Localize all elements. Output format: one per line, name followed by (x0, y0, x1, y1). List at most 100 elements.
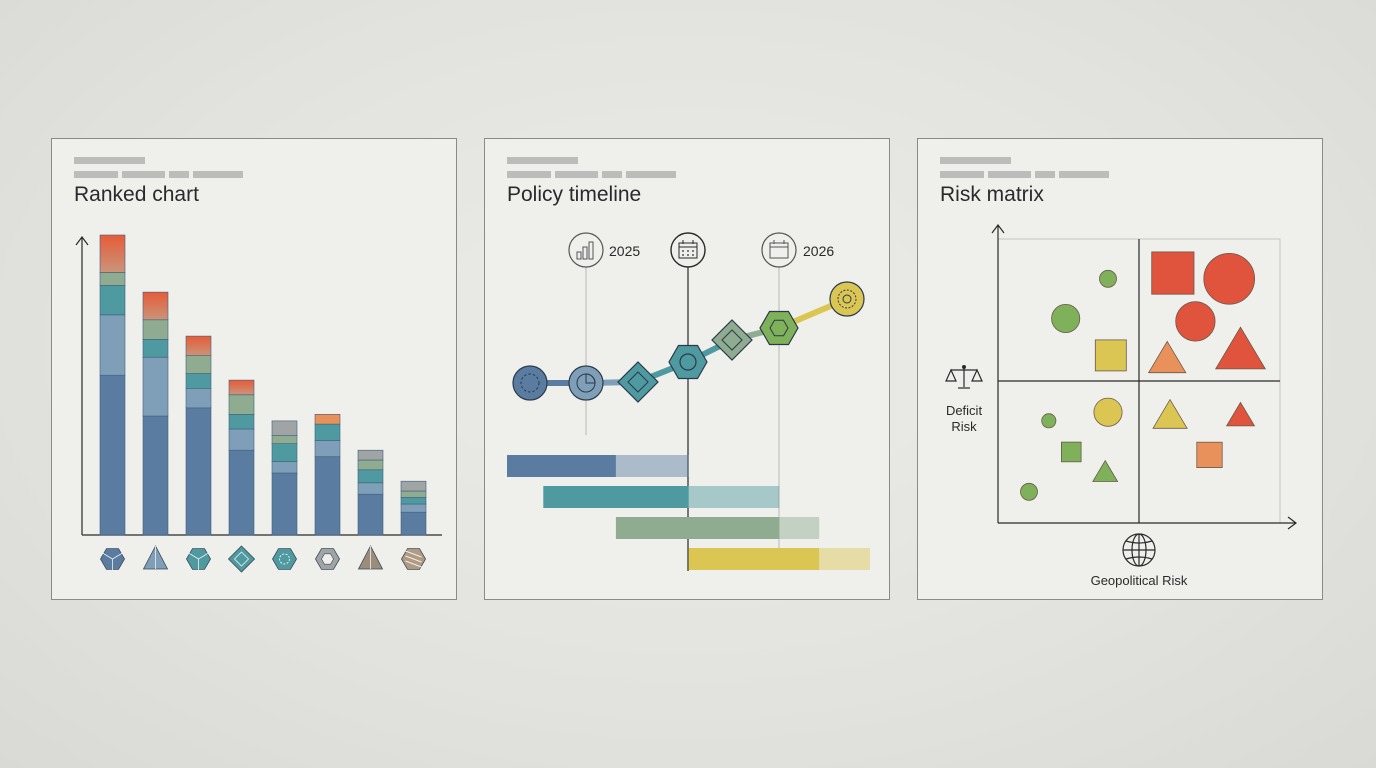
ranked-bar-chart (75, 234, 442, 573)
header-placeholder-bar (1035, 171, 1055, 178)
bar-segment (185, 388, 212, 409)
marker-label: 2025 (609, 243, 640, 259)
header-placeholder-bar (940, 157, 1011, 164)
diamond-icon (617, 361, 659, 403)
header-placeholder-bar (507, 157, 578, 164)
bar-segment (99, 285, 126, 316)
calendar-icon (670, 232, 706, 268)
risk-point-circle (1203, 253, 1256, 305)
risk-matrix-panel: Risk matrix Deficit Risk Geopolitical Ri… (917, 138, 1323, 600)
risk-point-triangle (1214, 326, 1267, 370)
header-placeholder-bar (507, 171, 551, 178)
pyramid-icon (142, 545, 169, 570)
risk-point-square (1151, 251, 1195, 295)
bar-segment (271, 420, 298, 436)
risk-point-square (1060, 441, 1082, 463)
bar-segment (357, 449, 384, 461)
bar-segment (314, 423, 341, 441)
risk-point-circle (1099, 269, 1117, 288)
gantt-bar (543, 486, 689, 508)
diamond-icon (711, 319, 753, 361)
bar-segment (357, 469, 384, 484)
bar-segment (314, 440, 341, 457)
risk-point-circle (1093, 397, 1123, 427)
risk-point-triangle (1152, 398, 1188, 429)
risk-point-triangle (1225, 401, 1256, 427)
header-placeholder-bar (74, 171, 118, 178)
y-axis-arrow (991, 224, 1005, 234)
panel-title: Ranked chart (74, 183, 199, 206)
dashed-ring-icon (512, 365, 548, 401)
gantt-bar (688, 548, 820, 570)
bar-segment (99, 272, 126, 286)
header-placeholder-bar (169, 171, 189, 178)
bar-chart-icon (568, 232, 604, 268)
bar-segment (400, 480, 427, 492)
bar-segment (228, 413, 255, 430)
marker-label: 2026 (803, 243, 834, 259)
bar-segment (228, 449, 255, 536)
bar-segment (314, 456, 341, 536)
bar-segment (142, 291, 169, 321)
hexagon-icon (759, 310, 799, 346)
y-axis-label: Deficit (946, 403, 983, 418)
ranked-chart-panel: Ranked chart (51, 138, 457, 600)
bar-segment (142, 415, 169, 536)
header-placeholder-bar (602, 171, 622, 178)
bar-segment (142, 357, 169, 417)
risk-point-triangle (1092, 459, 1119, 482)
header-placeholder-bar (555, 171, 598, 178)
header-placeholder-bar (940, 171, 984, 178)
bar-segment (185, 373, 212, 389)
calendar-icon (761, 232, 797, 268)
bar-segment (271, 472, 298, 536)
gantt-bar (507, 455, 616, 477)
panel-title: Risk matrix (940, 183, 1044, 206)
x-axis-label: Geopolitical Risk (1091, 573, 1188, 588)
bar-segment (228, 394, 255, 415)
bar-segment (185, 335, 212, 357)
panel-title: Policy timeline (507, 183, 642, 206)
bar-segment (99, 374, 126, 536)
diamond-icon (227, 545, 256, 573)
globe-icon (829, 281, 865, 317)
bar-segment (271, 443, 298, 462)
x-axis-arrow (1287, 516, 1297, 530)
scales-icon (945, 365, 983, 389)
bar-segment (400, 511, 427, 536)
gantt-bar-extension (615, 455, 689, 477)
policy-timeline-chart: 2025 2026 (507, 232, 870, 571)
hexagon-ring-icon (315, 548, 340, 570)
bar-segment (228, 428, 255, 451)
dot-icon (668, 344, 708, 380)
header-placeholder-bar (122, 171, 165, 178)
risk-point-triangle (1147, 340, 1187, 374)
risk-point-circle (1051, 303, 1081, 333)
bar-segment (185, 355, 212, 374)
cube-icon (100, 548, 125, 571)
gantt-bar-extension (688, 486, 780, 508)
bar-segment (185, 407, 212, 536)
risk-point-circle (1020, 482, 1038, 501)
bar-segment (357, 482, 384, 495)
bar-segment (400, 490, 427, 498)
gantt-bar-extension (819, 548, 870, 570)
bar-segment (271, 435, 298, 444)
bar-segment (142, 319, 169, 340)
bar-segment (99, 314, 126, 376)
gantt-bar (615, 517, 780, 539)
hexagon-dot-icon (272, 548, 297, 570)
bar-segment (357, 459, 384, 471)
pie-icon (568, 365, 604, 401)
header-placeholder-bar (1059, 171, 1109, 178)
bar-segment (228, 379, 255, 396)
bar-segment (142, 339, 169, 358)
globe-icon (1122, 533, 1156, 567)
y-axis-label: Risk (951, 419, 977, 434)
header-placeholder-bar (988, 171, 1031, 178)
risk-matrix-chart: Deficit Risk Geopolitical Risk (945, 224, 1297, 588)
bar-segment (271, 461, 298, 474)
bar-segment (357, 493, 384, 536)
header-placeholder-bar (193, 171, 243, 178)
header-placeholder-bar (626, 171, 676, 178)
